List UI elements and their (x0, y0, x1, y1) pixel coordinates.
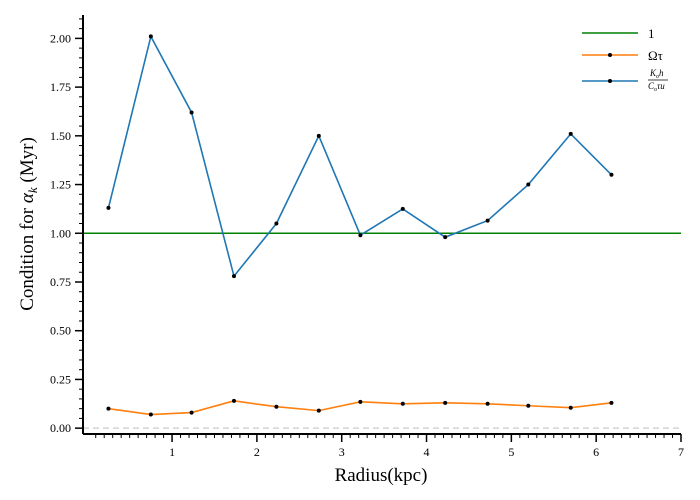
series-0-point (609, 400, 614, 405)
series-0-point (316, 408, 321, 413)
legend-fraction-numerator: Koh (649, 68, 664, 80)
series-line-1 (107, 34, 613, 278)
y-axis-ticks: 0.00 0.25 0.50 0.75 1.00 1.25 1.50 1.75 2.00 (50, 18, 83, 435)
series-0-point (485, 401, 490, 406)
x-tick-label: 5 (508, 445, 514, 459)
legend-label-ref: 1 (648, 26, 655, 41)
x-axis-label: Radius(kpc) (335, 465, 428, 486)
y-axis-label-prefix: Condition for (17, 203, 38, 311)
series-1-point (609, 172, 614, 177)
y-tick-label: 1.00 (50, 226, 71, 240)
legend-label-koh-ratio: Koh Coτu (648, 68, 668, 93)
y-tick-label: 2.00 (50, 31, 71, 45)
series-0-point (231, 398, 236, 403)
series-1-point (443, 235, 448, 240)
y-axis-label: Condition for αk (Myr) (17, 137, 40, 311)
legend: 1 Ωτ Koh Coτu (582, 26, 668, 93)
legend-marker-koh-ratio (608, 79, 612, 83)
legend-fraction-denominator: Coτu (648, 81, 665, 93)
series-1-point (400, 206, 405, 211)
legend-marker-omega-tau (608, 53, 612, 57)
series-1-point (526, 182, 531, 187)
y-tick-label: 1.50 (50, 129, 71, 143)
x-axis-ticks: 1 2 3 4 5 6 7 (95, 434, 684, 459)
y-tick-label: 1.75 (50, 80, 71, 94)
series-1-point (189, 110, 194, 115)
series-0-point (274, 404, 279, 409)
series-1-point (485, 218, 490, 223)
y-tick-label: 1.25 (50, 178, 71, 192)
x-tick-label: 1 (169, 445, 175, 459)
series-0-point (400, 401, 405, 406)
x-tick-label: 4 (424, 445, 430, 459)
y-axis-label-subscript: k (25, 187, 40, 193)
series-1-point (274, 221, 279, 226)
series-1-point (148, 34, 153, 39)
x-tick-label: 6 (593, 445, 599, 459)
legend-label-omega-tau: Ωτ (648, 48, 663, 63)
reference-lines (83, 232, 681, 429)
y-tick-label: 0.75 (50, 275, 71, 289)
series-0-point (568, 405, 573, 410)
y-tick-label: 0.00 (50, 421, 71, 435)
series-0-point (106, 406, 111, 411)
series-1-point (106, 205, 111, 210)
x-tick-label: 3 (339, 445, 345, 459)
y-axis-label-symbol: α (17, 192, 38, 203)
series-0-point (526, 403, 531, 408)
series-points (106, 34, 614, 417)
series-0-point (443, 400, 448, 405)
y-axis-label-suffix: (Myr) (17, 137, 38, 187)
y-tick-label: 0.25 (50, 372, 71, 386)
series-1-point (568, 131, 573, 136)
series-1-point (358, 233, 363, 238)
axes (82, 15, 681, 435)
series-0-point (189, 410, 194, 415)
x-tick-label: 2 (254, 445, 260, 459)
x-tick-label: 7 (678, 445, 684, 459)
series-0-point (358, 399, 363, 404)
series-1-point (231, 274, 236, 279)
series-lines (107, 34, 613, 416)
series-0-point (148, 412, 153, 417)
series-1-point (316, 133, 321, 138)
y-tick-label: 0.50 (50, 324, 71, 338)
